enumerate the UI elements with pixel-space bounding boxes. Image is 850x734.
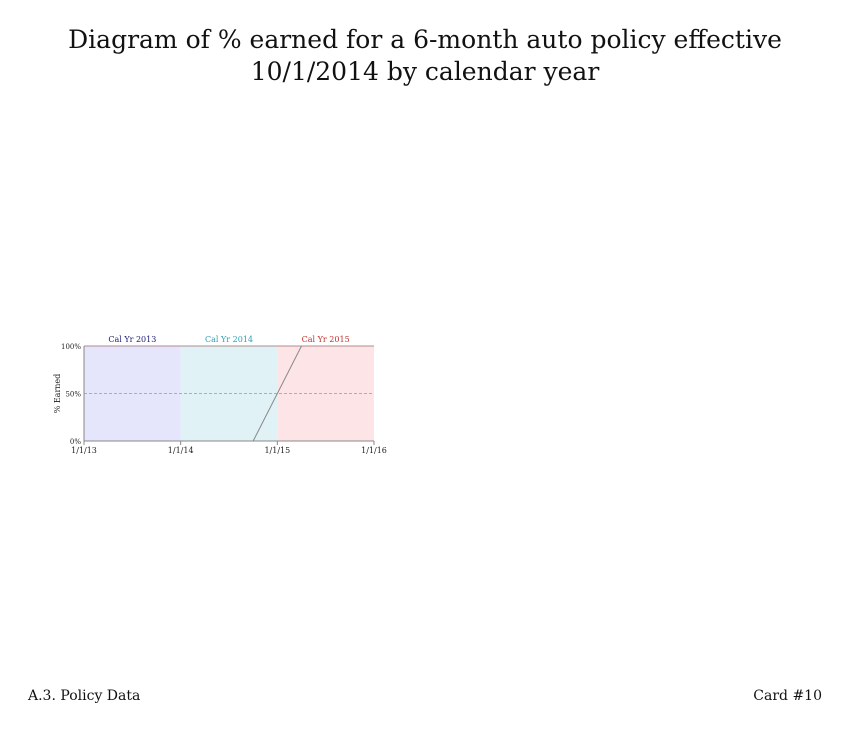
footer-section-label: A.3. Policy Data [28,688,141,704]
x-tick-label-1: 1/1/14 [168,446,194,455]
calendar-year-label-1: Cal Yr 2014 [205,335,253,344]
x-tick-label-0: 1/1/13 [71,446,97,455]
footer-card-number: Card #10 [753,688,822,704]
page-title: Diagram of % earned for a 6-month auto p… [68,25,782,86]
x-tick-label-2: 1/1/15 [264,446,290,455]
y-axis-label: % Earned [53,374,62,414]
earned-chart: Cal Yr 2013 Cal Yr 2014 Cal Yr 2015 1/1/13 1… [40,330,400,460]
calendar-year-label-2: Cal Yr 2015 [302,335,350,344]
y-tick-label-2: 100% [61,343,81,351]
x-tick-label-3: 1/1/16 [361,446,387,455]
y-tick-label-0: 0% [70,438,81,446]
series-0-segment-0 [252,345,302,442]
y-tick-label-1: 50% [65,391,81,399]
calendar-year-label-0: Cal Yr 2013 [108,335,156,344]
earned-chart-svg: Cal Yr 2013 Cal Yr 2014 Cal Yr 2015 1/1/13 1… [53,335,387,455]
